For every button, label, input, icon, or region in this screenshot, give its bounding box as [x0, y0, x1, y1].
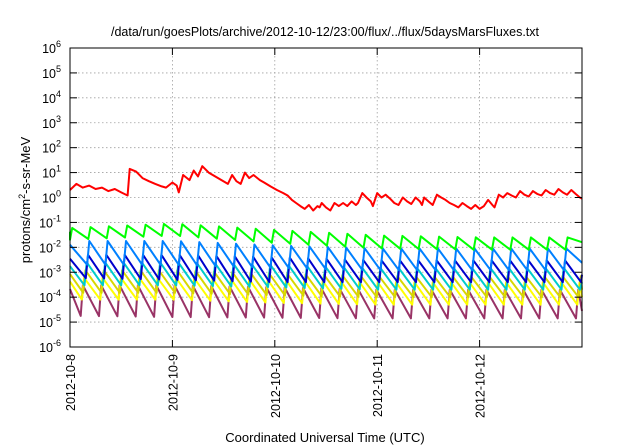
y-tick-label: 102: [42, 139, 61, 156]
y-tick-exp: -1: [53, 213, 61, 223]
y-tick-base: 10: [42, 67, 56, 81]
y-tick-label: 105: [42, 64, 61, 81]
x-tick-label: 2012-10-8: [64, 354, 78, 411]
y-tick-label: 10-2: [39, 238, 61, 255]
y-tick-label: 10-1: [39, 213, 61, 230]
x-tick-labels: 2012-10-8 2012-10-9 2012-10-10 2012-10-11 20…: [64, 354, 488, 418]
y-tick-label: 10-4: [39, 288, 61, 305]
y-tick-label: 106: [42, 39, 61, 56]
series-line: [69, 222, 583, 251]
y-tick-exp: 4: [56, 89, 61, 99]
y-axis-label: protons/cm2-s-sr-MeV: [17, 136, 33, 263]
y-tick-base: 10: [39, 341, 53, 355]
y-tick-base: 10: [42, 142, 56, 156]
y-axis-label-main: protons/cm: [18, 199, 33, 263]
y-tick-base: 10: [42, 42, 56, 56]
y-tick-label: 103: [42, 114, 61, 131]
y-tick-base: 10: [39, 291, 53, 305]
y-tick-base: 10: [42, 92, 56, 106]
y-tick-exp: -3: [53, 263, 61, 273]
y-tick-base: 10: [42, 117, 56, 131]
y-tick-label: 10-5: [39, 313, 61, 330]
y-tick-exp: 0: [56, 189, 61, 199]
y-tick-label: 101: [42, 164, 61, 181]
chart-title: /data/run/goesPlots/archive/2012-10-12/2…: [111, 25, 540, 39]
y-tick-label: 10-6: [39, 338, 61, 355]
y-tick-base: 10: [42, 192, 56, 206]
y-tick-base: 10: [42, 167, 56, 181]
series-line: [69, 165, 583, 212]
x-tick-label: 2012-10-10: [269, 354, 283, 418]
series-group: [69, 165, 583, 320]
y-axis-label-rest: -s-sr-MeV: [18, 136, 33, 193]
y-tick-label: 100: [42, 189, 61, 206]
y-tick-labels: 10-610-510-410-310-210-11001011021031041…: [39, 39, 61, 355]
y-tick-label: 10-3: [39, 263, 61, 280]
y-tick-exp: 3: [56, 114, 61, 124]
y-tick-exp: -5: [53, 313, 61, 323]
x-tick-label: 2012-10-12: [474, 354, 488, 418]
x-axis-label: Coordinated Universal Time (UTC): [225, 430, 424, 445]
y-tick-exp: 2: [56, 139, 61, 149]
y-tick-base: 10: [39, 266, 53, 280]
y-tick-exp: -2: [53, 238, 61, 248]
y-tick-exp: 1: [56, 164, 61, 174]
series-line: [69, 240, 583, 272]
x-tick-label: 2012-10-9: [166, 354, 180, 411]
y-axis-label-sup: 2: [17, 194, 27, 199]
y-tick-exp: -4: [53, 288, 61, 298]
y-tick-exp: -6: [53, 338, 61, 348]
y-tick-exp: 5: [56, 64, 61, 74]
y-tick-base: 10: [39, 241, 53, 255]
y-tick-exp: 6: [56, 39, 61, 49]
y-tick-label: 104: [42, 89, 61, 106]
y-tick-base: 10: [39, 216, 53, 230]
axis-ticks: [69, 47, 582, 348]
x-tick-label: 2012-10-11: [371, 354, 385, 417]
y-tick-base: 10: [39, 316, 53, 330]
